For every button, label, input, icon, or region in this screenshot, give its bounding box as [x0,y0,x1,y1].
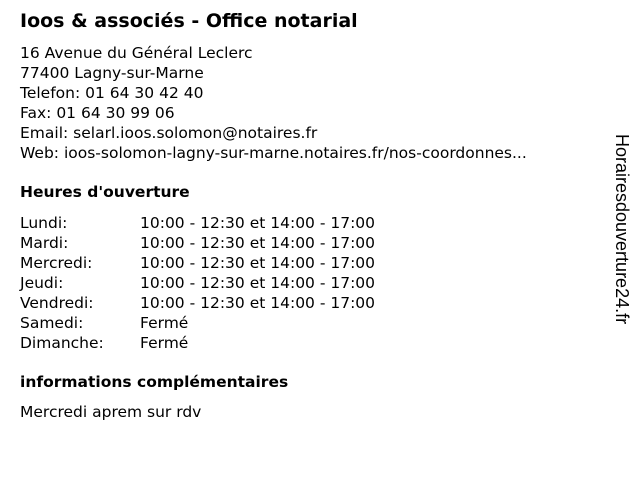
phone: Telefon: 01 64 30 42 40 [20,84,204,102]
time: Fermé [140,314,189,332]
hours-row: Lundi: 10:00 - 12:30 et 14:00 - 17:00 [20,213,375,233]
info-heading: informations complémentaires [20,373,289,391]
time: 10:00 - 12:30 et 14:00 - 17:00 [140,234,376,252]
hours-row: Jeudi: 10:00 - 12:30 et 14:00 - 17:00 [20,273,375,293]
hours-heading: Heures d'ouverture [20,183,190,201]
day: Jeudi: [20,274,64,292]
watermark: Horairesdouverture24.fr [612,134,632,325]
hours-table: Lundi: 10:00 - 12:30 et 14:00 - 17:00 Mar… [20,213,375,353]
email: Email: selarl.ioos.solomon@notaires.fr [20,124,318,142]
hours-row: Mardi: 10:00 - 12:30 et 14:00 - 17:00 [20,233,375,253]
day: Mercredi: [20,254,93,272]
address-city: 77400 Lagny-sur-Marne [20,64,204,82]
time: Fermé [140,334,189,352]
contact-block: 16 Avenue du Général Leclerc 77400 Lagny… [20,43,527,163]
day: Dimanche: [20,334,104,352]
hours-row: Dimanche: Fermé [20,333,375,353]
day: Vendredi: [20,294,94,312]
hours-row: Vendredi: 10:00 - 12:30 et 14:00 - 17:00 [20,293,375,313]
time: 10:00 - 12:30 et 14:00 - 17:00 [140,254,376,272]
info-text: Mercredi aprem sur rdv [20,403,202,421]
hours-row: Samedi: Fermé [20,313,375,333]
day: Lundi: [20,214,68,232]
time: 10:00 - 12:30 et 14:00 - 17:00 [140,294,376,312]
page-title: Ioos & associés - Office notarial [20,10,358,32]
time: 10:00 - 12:30 et 14:00 - 17:00 [140,214,376,232]
address-street: 16 Avenue du Général Leclerc [20,44,253,62]
website: Web: ioos-solomon-lagny-sur-marne.notair… [20,144,527,162]
hours-row: Mercredi: 10:00 - 12:30 et 14:00 - 17:00 [20,253,375,273]
day: Samedi: [20,314,84,332]
day: Mardi: [20,234,69,252]
time: 10:00 - 12:30 et 14:00 - 17:00 [140,274,376,292]
fax: Fax: 01 64 30 99 06 [20,104,175,122]
